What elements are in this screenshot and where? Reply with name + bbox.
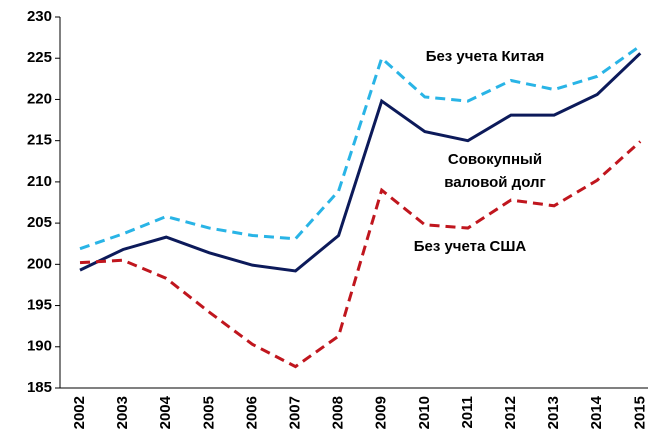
- series-label: Совокупный валовой долг: [444, 151, 546, 191]
- line-series: [79, 44, 642, 251]
- y-tick-label: 190: [27, 338, 52, 355]
- x-tick-label: 2002: [71, 396, 88, 429]
- series-label: Без учета США: [414, 238, 527, 255]
- y-tick-label: 185: [27, 379, 52, 396]
- x-tick-label: 2007: [286, 396, 303, 429]
- x-tick-label: 2009: [373, 396, 390, 429]
- series-label-line: Совокупный: [448, 151, 542, 168]
- y-tick-label: 225: [27, 49, 52, 66]
- line-series: [79, 52, 642, 273]
- x-tick-label: 2004: [157, 395, 174, 429]
- x-tick-label: 2015: [631, 396, 648, 429]
- line-series: [79, 140, 642, 369]
- x-tick-label: 2014: [588, 395, 605, 429]
- x-tick-label: 2003: [114, 396, 131, 429]
- x-tick-label: 2006: [243, 396, 260, 429]
- y-tick-label: 220: [27, 90, 52, 107]
- series-label-line: валовой долг: [444, 174, 546, 191]
- y-tick-label: 230: [27, 8, 52, 25]
- y-tick-label: 195: [27, 297, 52, 314]
- x-tick-label: 2010: [416, 396, 433, 429]
- x-tick-label: 2011: [459, 396, 476, 429]
- y-tick-label: 205: [27, 214, 52, 231]
- y-tick-label: 210: [27, 173, 52, 190]
- series-label: Без учета Китая: [426, 48, 545, 65]
- x-tick-label: 2012: [502, 396, 519, 429]
- x-tick-label: 2008: [330, 396, 347, 429]
- y-tick-label: 200: [27, 255, 52, 272]
- x-tick-label: 2013: [545, 396, 562, 429]
- x-tick-label: 2005: [200, 396, 217, 429]
- y-tick-label: 215: [27, 132, 52, 149]
